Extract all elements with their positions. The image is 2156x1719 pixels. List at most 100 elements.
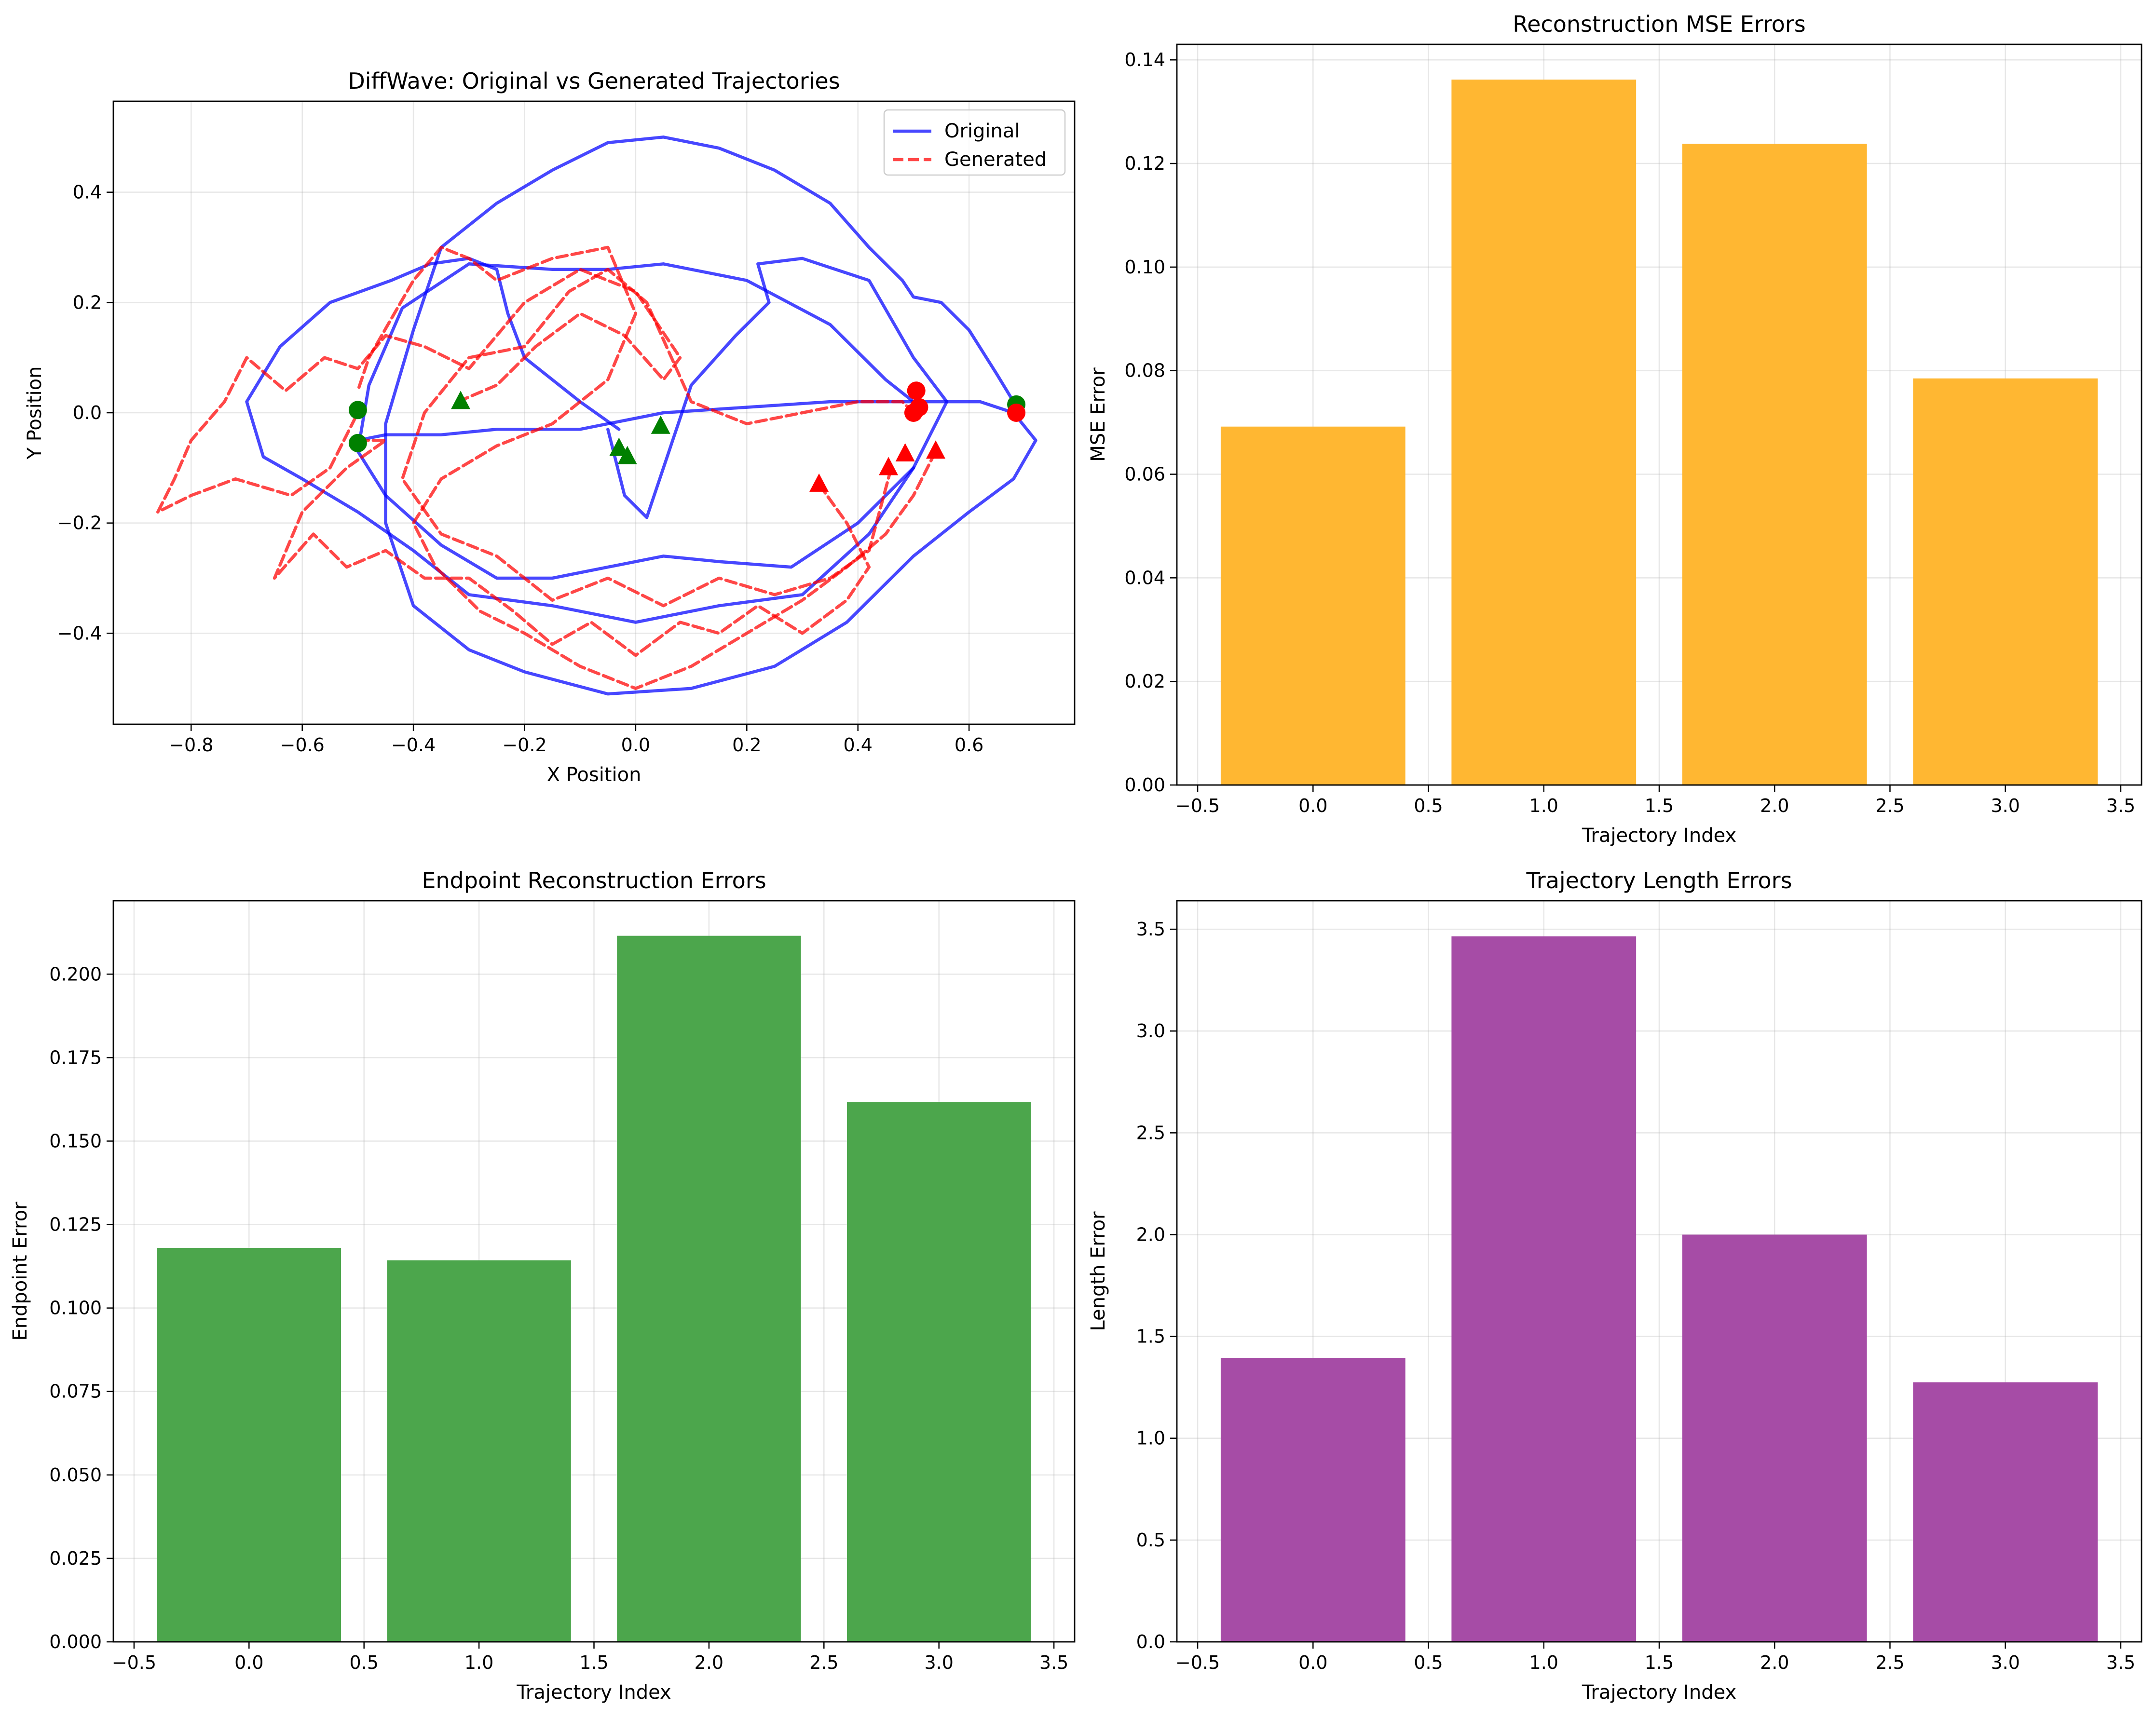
start-marker-5 (617, 446, 637, 464)
bar-0 (1220, 1357, 1405, 1642)
x-ticks: −0.5 0.0 0.5 1.0 1.5 2.0 2.5 3.0 3.5 (112, 1642, 1068, 1673)
y-tick-label: 0.150 (49, 1130, 102, 1151)
y-tick-label: 0.025 (49, 1548, 102, 1569)
end-marker-8 (907, 381, 926, 400)
y-tick-label: 0.00 (1124, 774, 1165, 796)
y-tick-label: 0.125 (49, 1214, 102, 1235)
original-trajectory-2 (245, 257, 949, 624)
end-marker-11 (809, 473, 829, 492)
y-tick-label: 3.5 (1136, 919, 1165, 940)
y-tick-label: 0.0 (73, 402, 102, 423)
x-ticks: −0.8 −0.6 −0.4 −0.2 0.0 0.2 0.4 0.6 (169, 724, 983, 756)
legend-generated-label: Generated (944, 149, 1047, 171)
chart-title: Reconstruction MSE Errors (1513, 11, 1806, 37)
x-tick-label: 1.5 (1645, 1652, 1674, 1673)
x-tick-label: 0.0 (234, 1652, 263, 1673)
y-axis-label: Y Position (24, 366, 46, 460)
y-tick-label: 0.14 (1124, 49, 1165, 70)
x-tick-label: 2.5 (809, 1652, 838, 1673)
chart-title: DiffWave: Original vs Generated Trajecto… (348, 68, 840, 94)
x-axis-label: Trajectory Index (1582, 1681, 1736, 1704)
x-tick-label: 3.5 (2106, 1652, 2135, 1673)
chart-title: Trajectory Length Errors (1526, 867, 1792, 893)
x-tick-label: −0.8 (169, 734, 213, 756)
y-tick-label: 1.5 (1136, 1326, 1165, 1347)
start-marker-6 (651, 415, 670, 434)
mse-bar-chart: −0.5 0.0 0.5 1.0 1.5 2.0 2.5 3.0 3.5 0.000.020.0… (1087, 11, 2142, 847)
x-tick-label: 1.0 (464, 1652, 493, 1673)
y-tick-label: 0.02 (1124, 671, 1165, 692)
start-marker-0 (348, 401, 367, 420)
y-tick-label: 0.08 (1124, 360, 1165, 381)
x-tick-label: 0.0 (621, 734, 650, 756)
trajectory-plot: −0.8 −0.6 −0.4 −0.2 0.0 0.2 0.4 0.6 −0.4 −0.2 0.0… (24, 68, 1076, 786)
x-axis-label: Trajectory Index (1582, 825, 1736, 847)
x-ticks: −0.5 0.0 0.5 1.0 1.5 2.0 2.5 3.0 3.5 (1175, 1642, 2135, 1673)
x-tick-label: 0.5 (349, 1652, 378, 1673)
x-tick-label: 3.0 (1991, 795, 2020, 816)
original-trajectory-0 (356, 400, 1015, 442)
generated-trajectory-2 (400, 268, 915, 608)
start-marker-1 (348, 433, 367, 452)
y-tick-label: 3.0 (1136, 1020, 1165, 1042)
y-tick-label: 0.0 (1136, 1631, 1165, 1652)
bars (1220, 80, 2098, 785)
y-tick-label: 0.100 (49, 1298, 102, 1319)
generated-trajectory-3 (356, 245, 938, 690)
y-tick-label: 0.10 (1124, 257, 1165, 278)
x-tick-label: 3.0 (924, 1652, 953, 1673)
start-end-markers (348, 381, 1026, 492)
bar-0 (157, 1248, 341, 1642)
y-tick-label: 0.050 (49, 1464, 102, 1486)
x-tick-label: 0.0 (1298, 1652, 1327, 1673)
x-tick-label: 2.0 (1760, 795, 1789, 816)
y-tick-label: 0.075 (49, 1381, 102, 1402)
x-tick-label: 1.0 (1529, 795, 1558, 816)
x-tick-label: 1.5 (579, 1652, 608, 1673)
y-tick-label: 0.175 (49, 1047, 102, 1068)
y-ticks: 0.0 0.5 1.0 1.5 2.0 2.5 3.0 3.5 (1136, 919, 1177, 1652)
bars (157, 935, 1031, 1642)
x-axis-label: X Position (547, 764, 641, 786)
y-tick-label: −0.4 (57, 623, 102, 644)
original-trajectory-3 (384, 135, 1037, 696)
end-marker-13 (895, 443, 915, 461)
y-tick-label: 0.12 (1124, 153, 1165, 174)
y-tick-label: 0.2 (73, 292, 102, 313)
y-ticks: 0.000 0.025 0.050 0.075 0.100 0.125 0.150 0.175… (49, 963, 113, 1652)
x-tick-label: 3.0 (1991, 1652, 2020, 1673)
x-tick-label: 2.0 (695, 1652, 723, 1673)
x-tick-label: −0.6 (280, 734, 325, 756)
bar-3 (1913, 378, 2098, 785)
bar-2 (617, 935, 801, 1642)
bar-1 (1451, 80, 1637, 785)
x-tick-label: −0.5 (1175, 1652, 1220, 1673)
y-tick-label: 0.04 (1124, 567, 1165, 588)
start-marker-4 (609, 437, 629, 456)
x-tick-label: 0.5 (1414, 1652, 1443, 1673)
bar-0 (1220, 426, 1405, 785)
bar-2 (1682, 144, 1867, 785)
chart-title: Endpoint Reconstruction Errors (422, 867, 766, 893)
endpoint-bar-chart: −0.5 0.0 0.5 1.0 1.5 2.0 2.5 3.0 3.5 0.0000.0250… (9, 867, 1076, 1704)
x-tick-label: 0.0 (1298, 795, 1327, 816)
x-tick-label: −0.5 (1175, 795, 1220, 816)
bars (1220, 936, 2098, 1642)
y-tick-label: 1.0 (1136, 1428, 1165, 1449)
x-tick-label: 2.0 (1760, 1652, 1789, 1673)
x-tick-label: 3.5 (2106, 795, 2135, 816)
y-axis-label: MSE Error (1087, 367, 1109, 462)
y-tick-label: 2.5 (1136, 1122, 1165, 1143)
y-ticks: −0.4 −0.2 0.0 0.2 0.4 (57, 182, 113, 644)
x-tick-label: 1.0 (1529, 1652, 1558, 1673)
x-tick-label: 2.5 (1875, 795, 1904, 816)
x-tick-label: 2.5 (1875, 1652, 1904, 1673)
y-tick-label: 0.06 (1124, 464, 1165, 485)
y-axis-label: Endpoint Error (9, 1202, 31, 1341)
end-marker-12 (879, 457, 899, 475)
end-marker-9 (910, 398, 928, 417)
length-bar-chart: −0.5 0.0 0.5 1.0 1.5 2.0 2.5 3.0 3.5 0.0 0.5 1.0 1.… (1087, 867, 2142, 1704)
start-marker-3 (451, 391, 471, 409)
x-tick-label: 0.5 (1414, 795, 1443, 816)
x-tick-label: −0.2 (502, 734, 546, 756)
